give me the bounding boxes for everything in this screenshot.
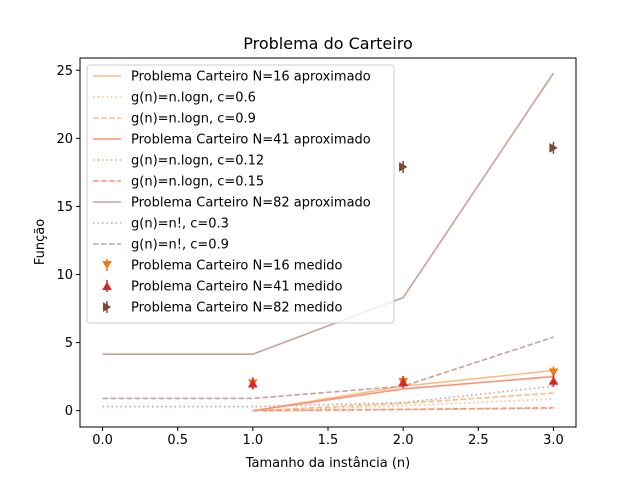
series-line-1 [252,398,554,412]
legend-label-4: g(n)=n.logn, c=0.12 [131,154,264,169]
legend-marker-11 [102,302,112,312]
x-tick-label: 3.0 [543,433,564,448]
legend-label-6: Problema Carteiro N=82 aproximado [131,196,371,211]
x-tick-label: 2.5 [468,433,489,448]
y-tick-label: 15 [56,200,73,215]
series-line-3 [252,375,554,412]
x-tick-label: 1.5 [318,433,339,448]
x-tick-label: 1.0 [243,433,264,448]
series-line-8 [102,336,554,400]
legend-label-8: g(n)=n!, c=0.9 [131,238,229,253]
data-point-10-1 [398,377,409,387]
legend-label-11: Problema Carteiro N=82 medido [131,301,343,316]
series-line-2 [252,392,554,412]
x-tick-label: 0.5 [167,433,188,448]
data-point-11-0 [399,161,408,172]
series-line-5 [252,407,554,412]
chart-title: Problema do Carteiro [243,34,412,53]
y-tick-label: 20 [56,132,73,147]
x-tick-label: 2.0 [393,433,414,448]
legend-label-7: g(n)=n!, c=0.3 [131,217,229,232]
legend-label-10: Problema Carteiro N=41 medido [131,280,343,295]
legend-label-1: g(n)=n.logn, c=0.6 [131,91,256,106]
x-axis-label: Tamanho da instância (n) [245,456,410,471]
data-point-11-1 [549,142,558,153]
legend-label-0: Problema Carteiro N=16 aproximado [131,70,371,85]
plot-area: 0.0 0.5 1.0 1.5 2.0 2.5 3.0 0 5 10 15 20 25 [56,57,577,448]
legend-label-3: Problema Carteiro N=41 aproximado [131,133,371,148]
y-axis-label: Função [33,219,48,265]
series-line-6 [102,72,555,356]
legend-label-9: Problema Carteiro N=16 medido [131,259,343,274]
legend-marker-10 [102,281,112,291]
legend-marker-9 [102,260,112,270]
y-tick-label: 0 [65,404,73,419]
legend: Problema Carteiro N=16 aproximado g(n)=n.… [86,64,395,324]
x-tick-label: 0.0 [92,433,113,448]
series-line-7 [102,385,554,408]
legend-box [86,64,395,324]
y-tick-label: 5 [65,336,73,351]
data-point-10-0 [247,379,258,388]
legend-label-2: g(n)=n.logn, c=0.9 [131,112,256,127]
y-tick-label: 10 [56,268,73,283]
data-point-10-2 [548,376,559,385]
legend-label-5: g(n)=n.logn, c=0.15 [131,175,264,190]
y-tick-label: 25 [56,64,73,79]
data-point-9-2 [548,368,559,377]
